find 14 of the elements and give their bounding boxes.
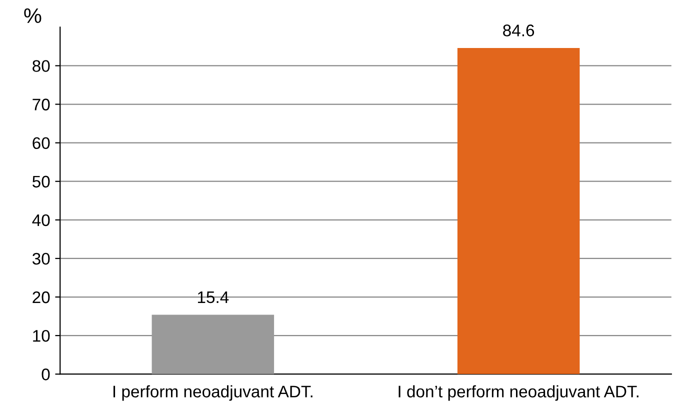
data-label: 15.4 (198, 291, 229, 304)
data-label: 84.6 (503, 24, 534, 36)
x-tick-label: I don’t perform neoadjuvant ADT. (398, 385, 638, 401)
y-tick-label: 70 (32, 98, 50, 110)
y-tick-label: 40 (32, 214, 50, 226)
y-tick-label: 60 (32, 137, 50, 150)
y-axis-title: % (24, 8, 42, 23)
y-tick-label: 30 (32, 252, 50, 265)
y-tick-label: 50 (32, 176, 50, 188)
y-tick-label: 20 (32, 291, 50, 304)
y-tick-label: 0 (42, 368, 50, 380)
y-tick-label: 10 (33, 330, 50, 342)
x-tick-label: I perform neoadjuvant ADT. (113, 385, 312, 401)
y-tick-label: 80 (32, 60, 50, 72)
